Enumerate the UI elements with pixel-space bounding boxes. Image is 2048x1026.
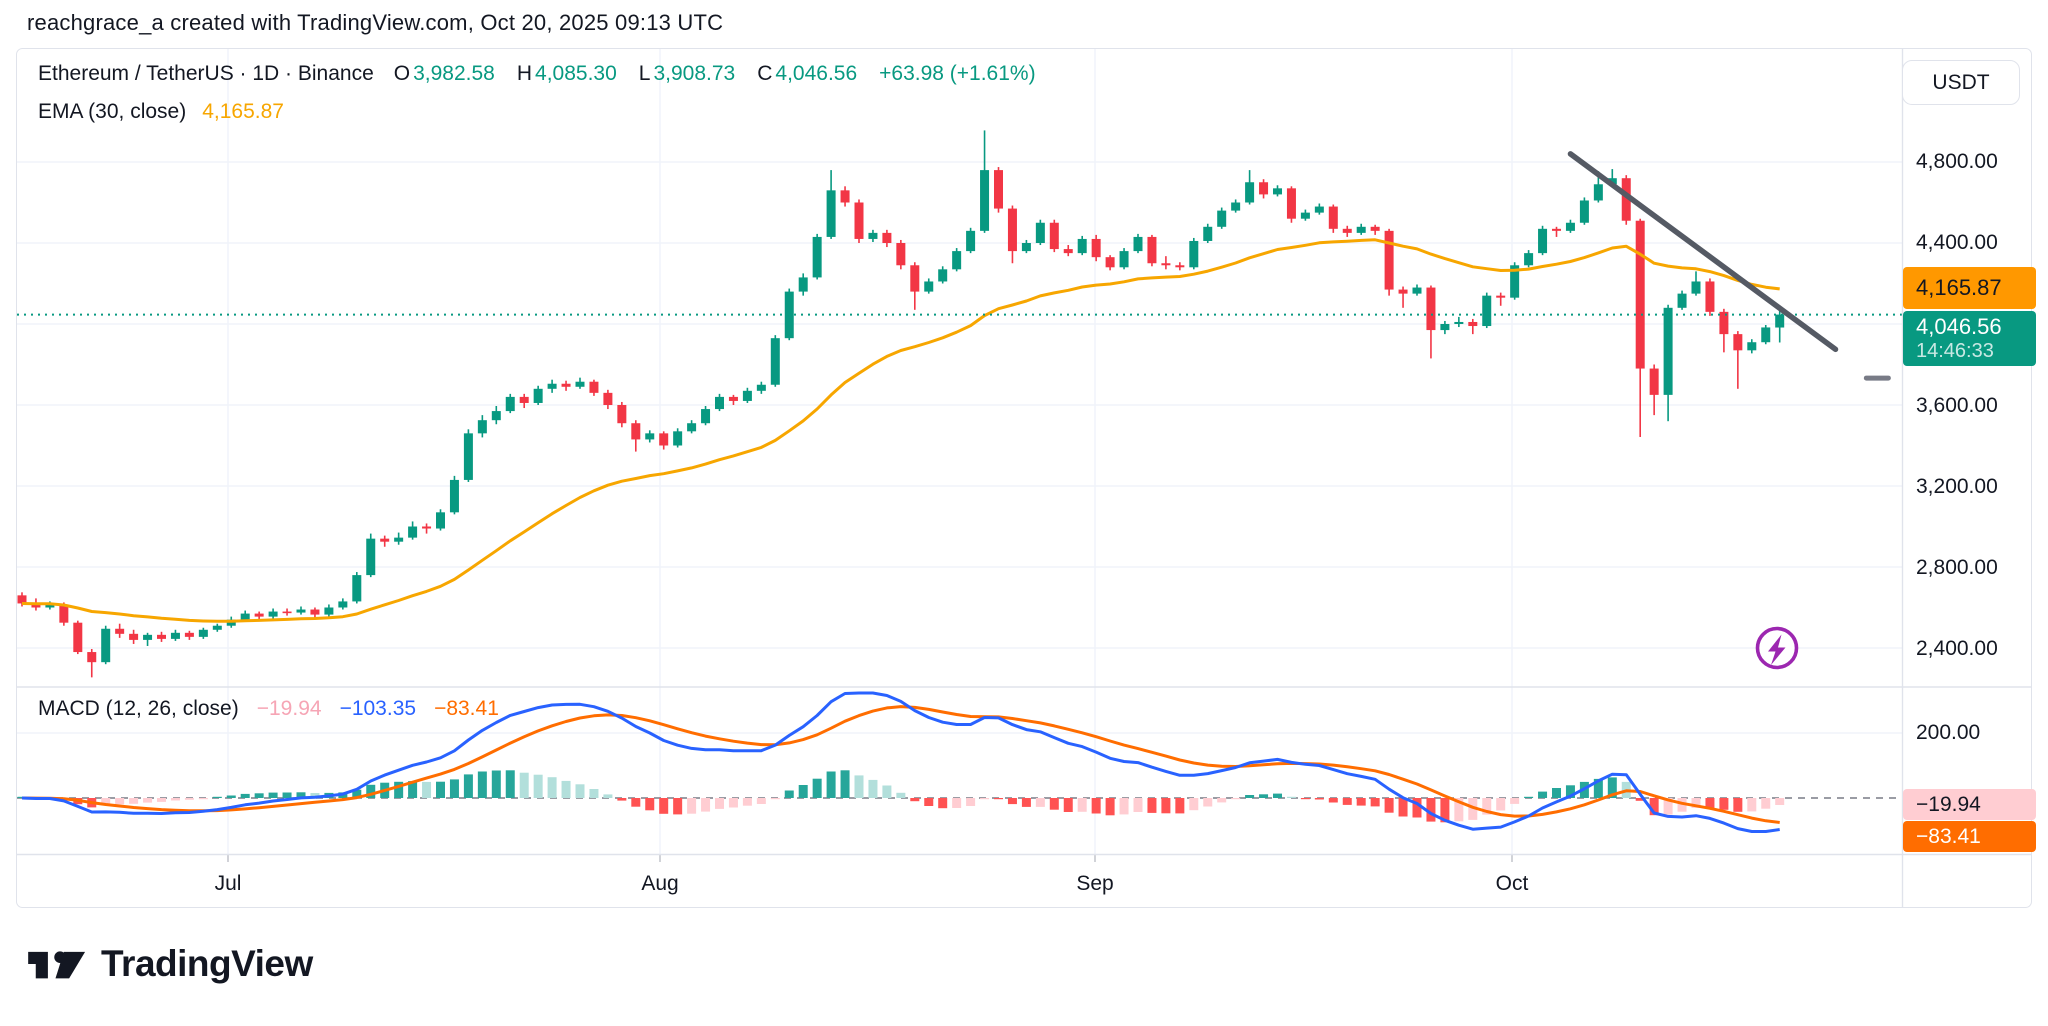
time-axis-label-aug: Aug: [641, 872, 679, 895]
low-value: 3,908.73: [653, 62, 736, 85]
ema-value: 4,165.87: [202, 100, 284, 123]
last-price-badge: 4,046.56 14:46:33: [1903, 311, 2036, 366]
open-label: O: [393, 62, 411, 85]
change-value: +63.98 (+1.61%): [879, 62, 1036, 85]
currency-button[interactable]: USDT: [1902, 60, 2020, 105]
bar-countdown: 14:46:33: [1916, 340, 1994, 362]
price-axis-label: 3,200.00: [1916, 475, 1998, 498]
macd-line-value: −103.35: [339, 697, 417, 720]
price-axis-label: 3,600.00: [1916, 394, 1998, 417]
symbol-legend[interactable]: Ethereum / TetherUS · 1D · Binance O 3,98…: [38, 62, 1036, 86]
macd-legend[interactable]: MACD (12, 26, close) −19.94 −103.35 −83.…: [38, 697, 499, 721]
macd-signal-badge: −83.41: [1903, 821, 2036, 852]
tradingview-logo-mark: [28, 951, 86, 979]
high-value: 4,085.30: [535, 62, 617, 85]
tradingview-logo[interactable]: TradingView: [28, 942, 313, 986]
symbol-title[interactable]: Ethereum / TetherUS · 1D · Binance: [38, 62, 374, 85]
flash-icon[interactable]: [1755, 626, 1799, 670]
price-axis-label: 4,400.00: [1916, 231, 1998, 254]
close-label: C: [757, 62, 773, 85]
time-axis-label-jul: Jul: [214, 872, 242, 895]
ema-label: EMA (30, close): [38, 100, 187, 123]
price-axis-label: 2,800.00: [1916, 556, 1998, 579]
low-label: L: [638, 62, 651, 85]
time-axis-label-oct: Oct: [1495, 872, 1529, 895]
price-axis-label: 2,400.00: [1916, 637, 1998, 660]
last-price-value: 4,046.56: [1916, 314, 2002, 339]
macd-histogram-value: −19.94: [256, 697, 322, 720]
ohlc-values: O 3,982.58 H 4,085.30 L 3,908.73 C 4,046.56 …: [394, 62, 1036, 86]
price-axis-label: 4,800.00: [1916, 150, 1998, 173]
close-value: 4,046.56: [775, 62, 858, 85]
ema-legend[interactable]: EMA (30, close) 4,165.87: [38, 100, 284, 124]
macd-axis-label: 200.00: [1916, 721, 1981, 744]
open-value: 3,982.58: [413, 62, 495, 85]
macd-histogram-badge: −19.94: [1903, 789, 2036, 820]
attribution-text: reachgrace_a created with TradingView.co…: [27, 10, 724, 35]
high-label: H: [516, 62, 533, 85]
time-axis-label-sep: Sep: [1076, 872, 1114, 895]
macd-label: MACD (12, 26, close): [38, 697, 239, 720]
ema-price-badge: 4,165.87: [1903, 267, 2036, 309]
macd-signal-value: −83.41: [434, 697, 499, 720]
tradingview-logo-text: TradingView: [101, 943, 313, 984]
